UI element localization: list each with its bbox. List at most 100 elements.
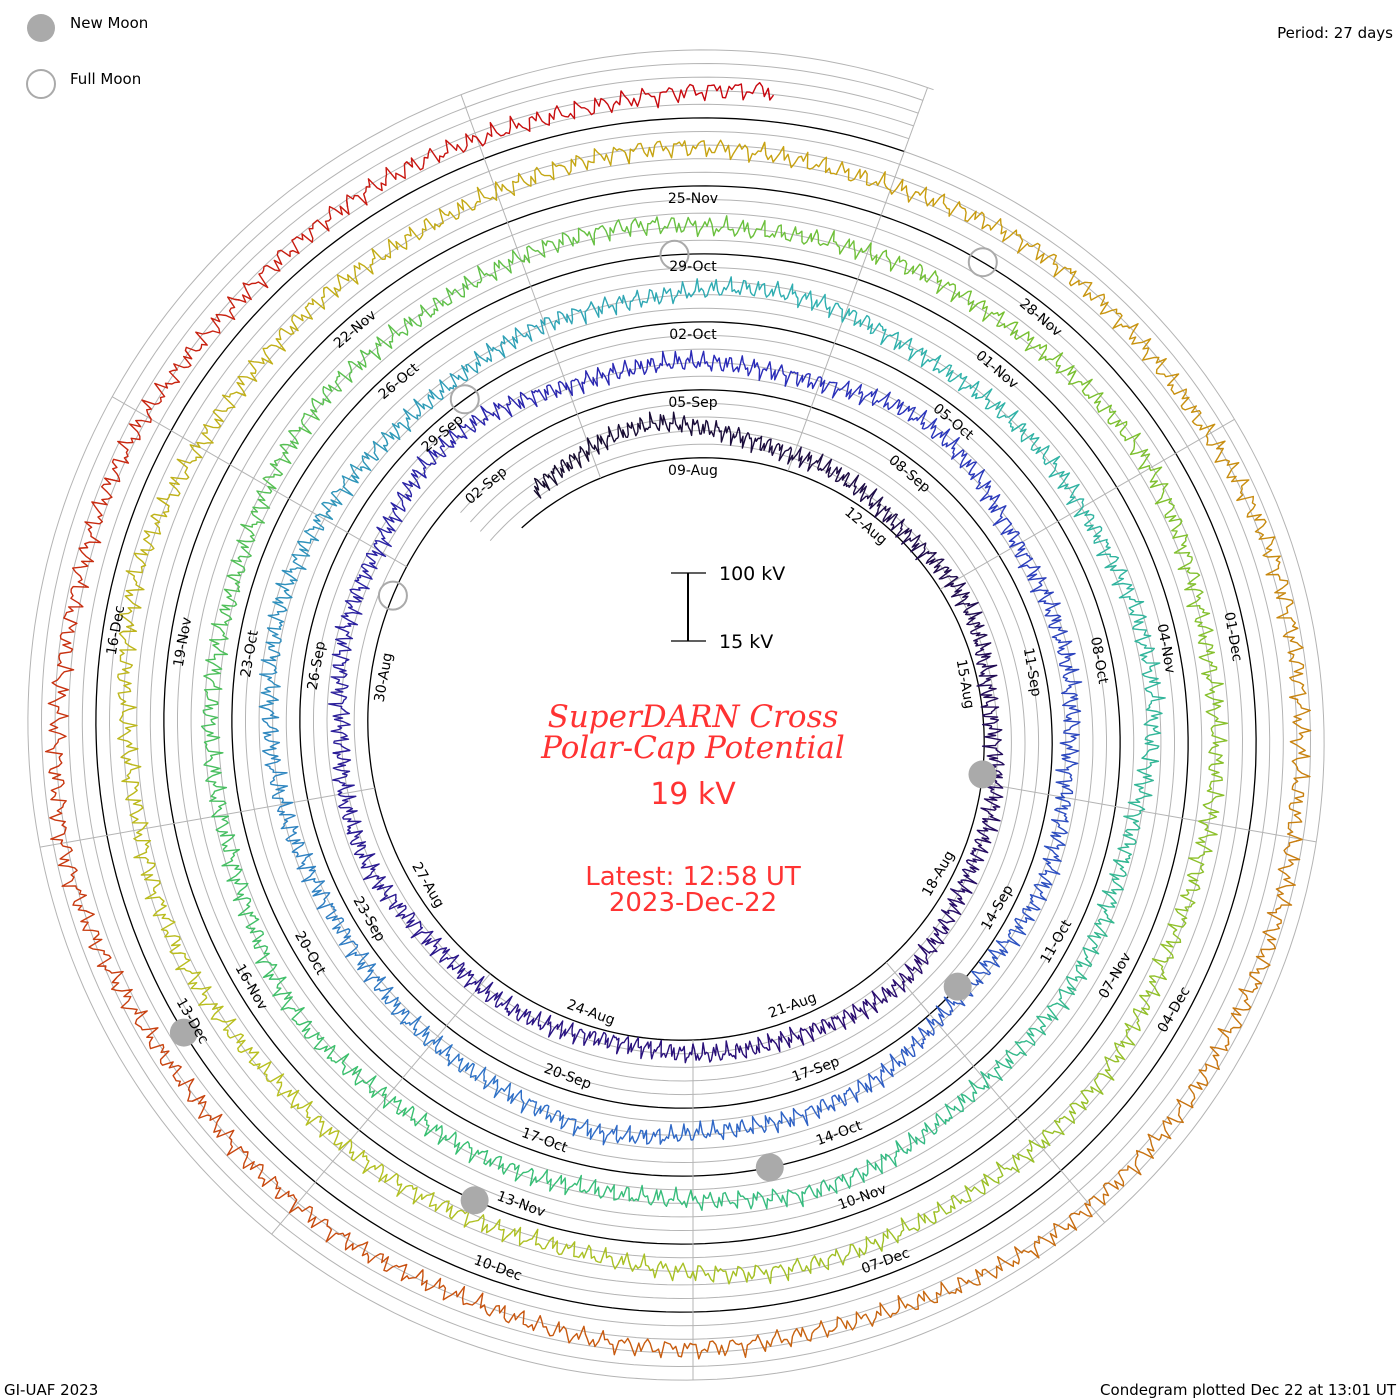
data-segment <box>424 1124 483 1164</box>
date-label: 17-Sep <box>790 1054 842 1086</box>
data-segment <box>974 388 1023 432</box>
data-segment <box>1035 1101 1088 1149</box>
data-segment <box>363 868 398 908</box>
data-segment <box>919 270 979 313</box>
date-label: 10-Dec <box>472 1252 524 1284</box>
data-segment <box>801 1172 855 1207</box>
data-segment <box>346 161 413 207</box>
new-moon-marker <box>943 972 972 1001</box>
data-segment <box>1236 494 1281 561</box>
data-segment <box>765 1026 805 1053</box>
data-segment <box>799 1016 838 1042</box>
data-segment <box>479 1304 551 1337</box>
date-label: 27-Aug <box>408 860 447 911</box>
data-segment <box>323 248 386 298</box>
data-segment <box>777 364 823 390</box>
data-segment <box>596 1123 648 1146</box>
data-segment <box>449 1205 511 1243</box>
date-label: 02-Oct <box>669 327 717 343</box>
data-segment <box>1145 940 1181 997</box>
data-segment <box>1084 1150 1142 1207</box>
data-segment <box>1082 909 1115 966</box>
data-segment <box>248 1051 300 1109</box>
scale-top-label: 100 kV <box>719 563 785 585</box>
new-moon-marker <box>169 1018 198 1047</box>
data-segment <box>841 308 896 346</box>
data-segment <box>192 1094 249 1156</box>
data-segment <box>980 1041 1027 1089</box>
data-segment <box>184 296 240 360</box>
data-segment <box>200 702 224 761</box>
data-segment <box>506 1003 552 1031</box>
footer-credit: GI-UAF 2023 <box>4 1381 98 1399</box>
data-segment <box>1096 859 1129 913</box>
data-segment <box>966 1246 1040 1286</box>
data-segment <box>558 146 630 176</box>
data-segment <box>390 469 427 512</box>
data-segment <box>780 1098 830 1128</box>
data-segment <box>939 428 977 475</box>
data-segment <box>983 1139 1042 1186</box>
radial-tick <box>446 973 491 1027</box>
data-segment <box>276 288 326 341</box>
date-label: 01-Dec <box>1221 611 1245 663</box>
data-segment <box>900 1017 935 1058</box>
data-segment <box>917 918 950 955</box>
data-segment <box>628 1253 694 1282</box>
scale-bar <box>671 572 706 642</box>
data-segment <box>750 219 813 245</box>
data-segment <box>203 644 229 705</box>
data-segment <box>354 545 387 590</box>
data-segment <box>328 349 382 392</box>
data-segment <box>1059 709 1082 756</box>
latest-date: 2023-Dec-22 <box>609 888 777 918</box>
data-segment <box>396 1175 453 1217</box>
data-segment <box>858 388 910 416</box>
data-segment <box>521 232 580 264</box>
data-segment <box>692 276 748 298</box>
data-segment <box>624 140 697 165</box>
data-segment <box>289 199 350 255</box>
data-segment <box>1050 796 1071 846</box>
data-segment <box>474 981 513 1013</box>
data-segment <box>117 630 137 700</box>
data-segment <box>1019 1002 1059 1046</box>
data-segment <box>581 1179 639 1202</box>
data-segment <box>895 1113 950 1155</box>
data-segment <box>347 830 380 870</box>
full-moon-marker <box>659 239 690 270</box>
data-segment <box>391 1008 435 1047</box>
new-moon-marker <box>460 1186 489 1215</box>
data-segment <box>317 474 359 520</box>
date-label: 23-Oct <box>238 629 262 679</box>
date-label: 16-Nov <box>232 961 271 1012</box>
full-moon-marker <box>449 384 480 415</box>
date-label: 26-Sep <box>305 640 329 691</box>
data-segment <box>1205 435 1250 501</box>
data-segment <box>1048 625 1076 668</box>
data-segment <box>211 813 240 870</box>
data-segment <box>388 900 424 939</box>
data-segment <box>825 161 893 195</box>
radial-tick <box>834 279 859 344</box>
data-segment <box>1122 323 1179 378</box>
chart-title-line1: SuperDARN Cross <box>548 699 839 735</box>
data-segment <box>415 437 455 479</box>
data-segment <box>382 218 442 260</box>
data-segment <box>969 300 1030 340</box>
radial-tick <box>1116 452 1176 488</box>
data-segment <box>933 1173 990 1222</box>
data-segment <box>1217 972 1263 1045</box>
data-segment <box>901 527 937 561</box>
footer-plot-time: Condegram plotted Dec 22 at 13:01 UT <box>1100 1381 1397 1399</box>
data-segment <box>223 539 255 594</box>
data-segment <box>406 133 484 171</box>
data-segment <box>690 1040 732 1063</box>
data-segment <box>196 391 246 448</box>
date-label: 09-Aug <box>668 463 718 479</box>
data-segment <box>874 1211 937 1252</box>
data-segment <box>418 275 470 318</box>
data-segment <box>156 442 203 507</box>
data-segment <box>234 249 294 303</box>
data-segment <box>981 714 1003 752</box>
